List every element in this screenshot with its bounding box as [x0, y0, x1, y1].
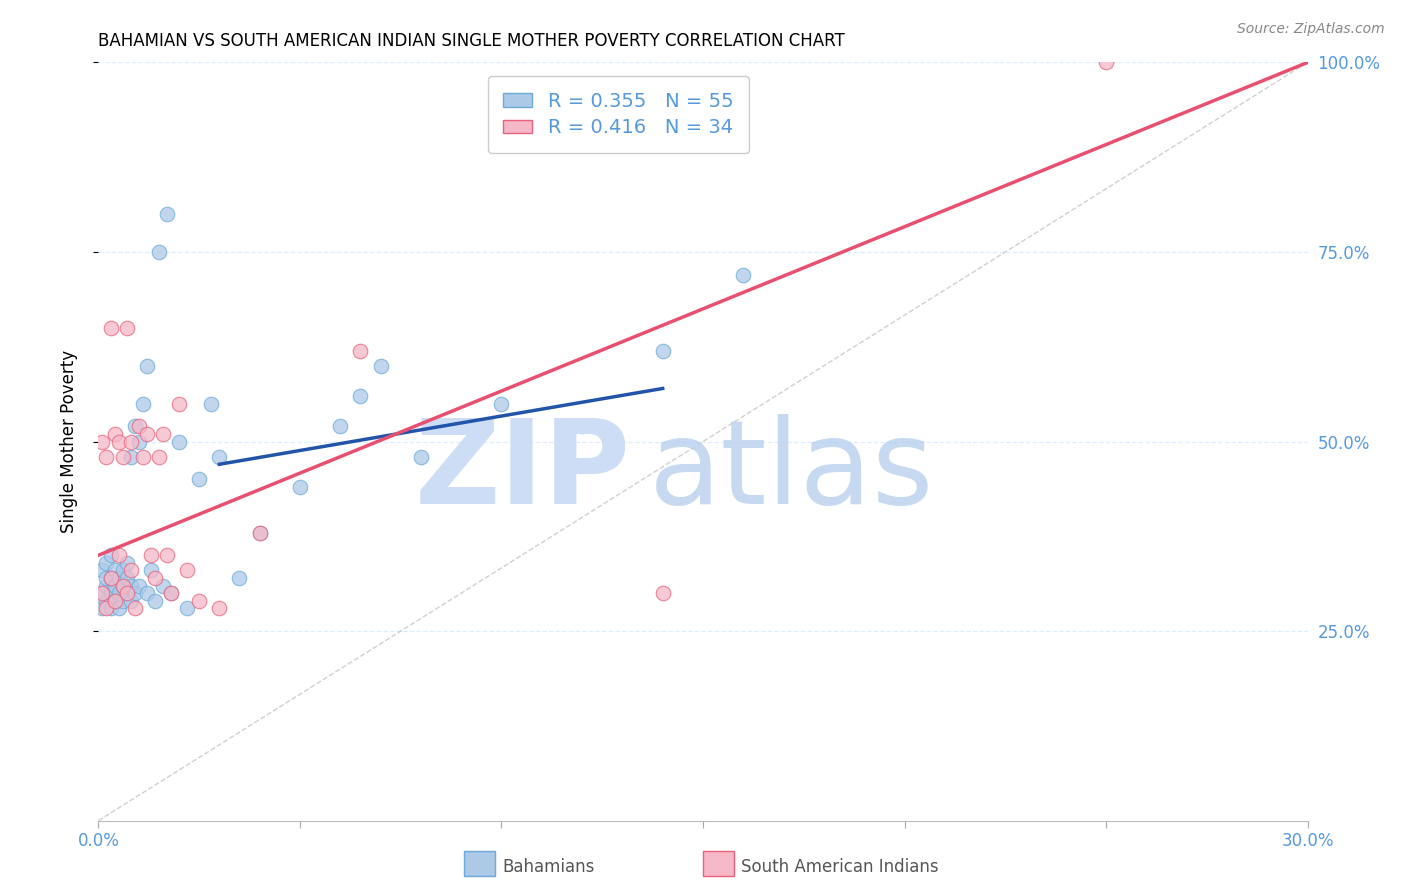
Point — [651, 586, 673, 600]
Point — [128, 579, 150, 593]
Point — [100, 320, 122, 334]
Point — [156, 548, 179, 563]
Point — [107, 586, 129, 600]
Point — [249, 525, 271, 540]
Point — [128, 419, 150, 434]
Point — [107, 548, 129, 563]
Point — [143, 594, 166, 608]
Point — [111, 579, 134, 593]
Point — [152, 579, 174, 593]
Point — [228, 571, 250, 585]
Point — [329, 419, 352, 434]
Legend: R = 0.355   N = 55, R = 0.416   N = 34: R = 0.355 N = 55, R = 0.416 N = 34 — [488, 76, 749, 153]
Point — [124, 586, 146, 600]
Point — [107, 601, 129, 615]
Point — [135, 586, 157, 600]
Point — [103, 594, 125, 608]
Point — [200, 396, 222, 410]
Point — [409, 450, 432, 464]
Point — [120, 564, 142, 578]
Point — [288, 480, 311, 494]
Point — [115, 556, 138, 570]
Text: Source: ZipAtlas.com: Source: ZipAtlas.com — [1237, 22, 1385, 37]
Point — [100, 601, 122, 615]
Point — [176, 564, 198, 578]
Text: BAHAMIAN VS SOUTH AMERICAN INDIAN SINGLE MOTHER POVERTY CORRELATION CHART: BAHAMIAN VS SOUTH AMERICAN INDIAN SINGLE… — [98, 32, 845, 50]
Text: ZIP: ZIP — [415, 415, 630, 529]
Point — [120, 434, 142, 449]
Point — [167, 434, 190, 449]
Point — [571, 419, 593, 434]
Point — [115, 571, 138, 585]
Point — [96, 601, 118, 615]
Point — [100, 571, 122, 585]
Point — [143, 571, 166, 585]
Point — [128, 434, 150, 449]
Point — [188, 594, 211, 608]
Point — [124, 601, 146, 615]
Point — [111, 594, 134, 608]
Point — [349, 389, 371, 403]
Point — [156, 207, 179, 221]
Point — [208, 450, 231, 464]
Point — [103, 427, 125, 442]
Point — [96, 579, 118, 593]
Point — [208, 601, 231, 615]
Point — [349, 343, 371, 358]
Point — [491, 396, 513, 410]
Point — [91, 434, 114, 449]
Point — [148, 450, 170, 464]
Point — [167, 396, 190, 410]
Point — [188, 473, 211, 487]
Point — [139, 548, 162, 563]
Point — [135, 359, 157, 373]
Point — [120, 450, 142, 464]
Point — [91, 564, 114, 578]
Point — [152, 427, 174, 442]
Point — [176, 601, 198, 615]
Point — [96, 556, 118, 570]
Point — [103, 564, 125, 578]
Point — [733, 268, 755, 282]
Point — [120, 579, 142, 593]
Point — [100, 571, 122, 585]
Point — [100, 586, 122, 600]
Y-axis label: Single Mother Poverty: Single Mother Poverty — [59, 350, 77, 533]
Point — [91, 586, 114, 600]
Point — [120, 594, 142, 608]
Point — [124, 419, 146, 434]
Point — [111, 564, 134, 578]
Point — [1095, 55, 1118, 70]
Point — [91, 586, 114, 600]
Point — [96, 594, 118, 608]
Point — [96, 450, 118, 464]
Point — [111, 450, 134, 464]
Point — [160, 586, 183, 600]
Text: Bahamians: Bahamians — [502, 858, 595, 876]
Point — [148, 244, 170, 259]
Point — [135, 427, 157, 442]
Point — [91, 601, 114, 615]
Point — [103, 594, 125, 608]
Point — [139, 564, 162, 578]
Point — [132, 396, 155, 410]
Point — [132, 450, 155, 464]
Point — [115, 320, 138, 334]
Point — [249, 525, 271, 540]
Point — [107, 571, 129, 585]
Point — [115, 586, 138, 600]
Point — [107, 434, 129, 449]
Point — [111, 579, 134, 593]
Point — [115, 586, 138, 600]
Text: atlas: atlas — [648, 415, 934, 529]
Point — [651, 343, 673, 358]
Text: South American Indians: South American Indians — [741, 858, 939, 876]
Point — [103, 579, 125, 593]
Point — [100, 548, 122, 563]
Point — [160, 586, 183, 600]
Point — [96, 571, 118, 585]
Point — [370, 359, 392, 373]
